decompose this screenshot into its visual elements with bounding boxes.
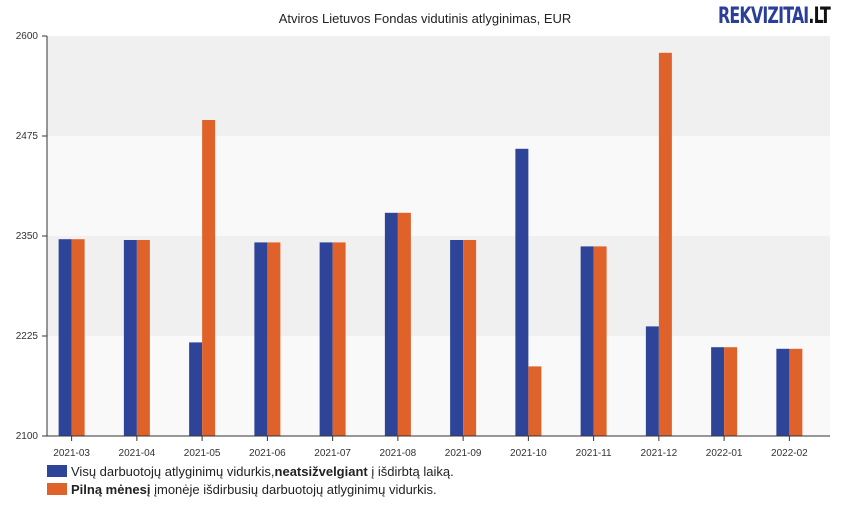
x-tick-label: 2021-04: [119, 448, 156, 459]
legend-bold: neatsižvelgiant: [274, 463, 368, 479]
bar-all-employees: [580, 246, 594, 436]
bar-all-employees: [123, 240, 137, 436]
bar-chart: 2100 2225 2350 2475 2600 2021-03 2021-04 2021-0…: [16, 31, 830, 459]
bar-all-employees: [319, 242, 333, 436]
bar-all-employees: [450, 240, 464, 436]
grid-band: [47, 336, 830, 436]
grid-band: [47, 236, 830, 336]
x-tick-label: 2021-03: [53, 448, 90, 459]
bar-full-month: [658, 52, 672, 437]
bar-all-employees: [515, 148, 529, 437]
bar-full-month: [332, 242, 346, 436]
bar-full-month: [267, 242, 281, 436]
legend-text: į išdirbtą laiką.: [367, 463, 454, 479]
legend-text: įmonėje išdirbusių darbuotojų atlyginimų…: [150, 481, 437, 497]
grid-band: [47, 36, 830, 136]
grid-band: [47, 136, 830, 236]
x-tick-label: 2021-08: [380, 448, 417, 459]
x-tick-label: 2021-05: [184, 448, 221, 459]
bar-full-month: [724, 347, 738, 436]
legend: Visų darbuotojų atlyginimų vidurkis, nea…: [47, 462, 454, 498]
bar-full-month: [528, 366, 542, 436]
y-tick-label: 2350: [16, 231, 39, 242]
x-tick-label: 2021-07: [314, 448, 351, 459]
legend-item-all-employees: Visų darbuotojų atlyginimų vidurkis, nea…: [47, 462, 454, 480]
rekvizitai-logo[interactable]: REKVIZITAI.LT: [718, 4, 831, 29]
bar-all-employees: [711, 347, 725, 436]
legend-swatch-blue: [47, 465, 67, 477]
chart-title: Atviros Lietuvos Fondas vidutinis atlygi…: [278, 11, 572, 26]
y-tick-label: 2475: [16, 131, 39, 142]
x-tick-label: 2021-09: [445, 448, 482, 459]
bar-full-month: [789, 348, 803, 436]
legend-swatch-orange: [47, 483, 67, 495]
x-tick-label: 2021-11: [576, 448, 612, 459]
y-tick-label: 2100: [16, 431, 39, 442]
bar-full-month: [71, 239, 85, 436]
x-tick-label: 2022-01: [706, 448, 743, 459]
bar-all-employees: [645, 326, 659, 436]
y-tick-label: 2225: [16, 331, 39, 342]
logo-suffix: .LT: [808, 4, 830, 29]
bar-all-employees: [189, 342, 203, 436]
bar-all-employees: [776, 348, 790, 436]
bar-full-month: [397, 212, 411, 436]
x-tick-label: 2021-06: [249, 448, 286, 459]
bar-full-month: [463, 240, 477, 436]
bar-full-month: [593, 246, 607, 436]
legend-item-full-month: Pilną mėnesį įmonėje išdirbusių darbuoto…: [47, 480, 454, 498]
bar-full-month: [136, 240, 150, 436]
logo-main: REKVIZITAI: [718, 4, 809, 29]
legend-bold: Pilną mėnesį: [71, 481, 151, 497]
x-tick-label: 2021-10: [510, 448, 547, 459]
bar-all-employees: [384, 212, 398, 436]
x-tick-label: 2021-12: [641, 448, 678, 459]
bar-all-employees: [58, 239, 72, 436]
legend-text: Visų darbuotojų atlyginimų vidurkis,: [71, 463, 275, 479]
bar-full-month: [202, 120, 216, 436]
y-tick-label: 2600: [16, 31, 39, 42]
x-tick-label: 2022-02: [771, 448, 808, 459]
bar-all-employees: [254, 242, 268, 436]
